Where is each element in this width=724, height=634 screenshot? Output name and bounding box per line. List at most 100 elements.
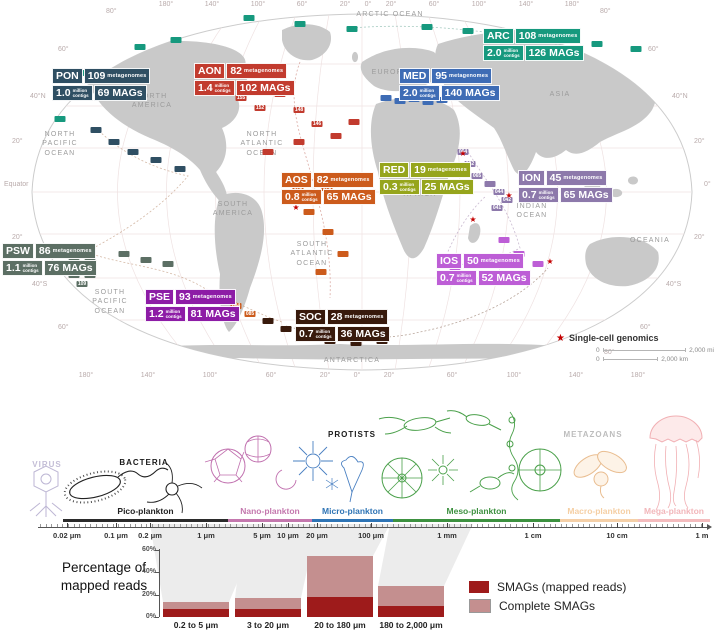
region-metagenomes: 45 metagenomes [545,170,607,186]
station-marker [162,261,174,267]
station-marker [484,181,496,187]
region-box-psw: PSW 86 metagenomes 1.1 million contigs 76 MAGs [2,243,97,277]
size-axis-minor-tick [73,524,75,527]
size-axis-minor-tick [297,524,299,527]
size-axis-minor-tick [611,524,613,527]
plankton-band [638,519,710,522]
smags-legend-label: SMAGs (mapped reads) [497,580,627,594]
size-axis-minor-tick [51,524,53,527]
region-metagenomes: 82 metagenomes [312,172,374,188]
size-axis-minor-tick [146,524,148,527]
station-marker [243,15,255,21]
station-marker [54,116,66,122]
size-tick-label: 0.1 μm [104,531,128,540]
size-axis-minor-tick [426,524,428,527]
station-marker [174,166,186,172]
size-axis-minor-tick [208,524,209,527]
region-mags: 65 MAGs [559,187,613,203]
region-box-ios: IOS 50 metagenomes 0.7 million contigs 52 MAGs [436,253,531,287]
region-mags: 140 MAGs [440,85,500,101]
lon-label: 100° [506,372,522,379]
station-marker [330,133,342,139]
size-axis-minor-tick [684,524,685,527]
plankton-band-label: Pico-plankton [117,506,174,516]
lat-label: 80° [604,349,615,356]
map-place-label: INDIAN OCEAN [516,203,548,220]
size-axis-major-tick [67,523,68,528]
virus-icon [29,465,63,517]
size-axis-minor-tick [112,524,114,527]
size-axis-minor-tick [292,524,293,527]
lon-label: 180° [630,372,646,379]
lon-label: 60° [265,372,277,379]
map-place-label: ANTARCTICA [323,357,381,364]
size-axis-minor-tick [476,524,478,527]
region-mags: 69 MAGs [93,85,147,101]
station-marker [140,257,152,263]
region-mags: 36 MAGs [336,326,390,342]
chart-legend: SMAGs (mapped reads) Complete SMAGs [469,580,626,618]
region-box-aon: AON 82 metagenomes 1.4 million contigs 102 MAG… [194,63,295,97]
station-marker [303,209,315,215]
lat-label: 80° [600,8,611,15]
region-box-med: MED 95 metagenomes 2.0 million contigs 140 MAG… [399,68,500,102]
region-contigs: 0.3 million contigs [379,179,420,195]
lon-label: 20° [383,372,395,379]
station-marker: 071 [321,185,333,191]
map-place-label: EUROPE [371,69,409,76]
map-place-label: ASIA [549,91,571,98]
size-axis-minor-tick [185,524,187,527]
station-marker: 146 [311,121,323,127]
lon-label: 60° [296,1,308,8]
size-axis-minor-tick [107,524,109,527]
size-axis-minor-tick [510,524,512,527]
bar-category-label: 0.2 to 5 μm [173,620,219,630]
station-marker [591,41,603,47]
size-axis-minor-tick [628,524,629,527]
smags-bar [378,605,444,617]
scale-line-km [602,357,659,361]
size-axis-minor-tick [320,524,321,527]
green-protist-icons [378,410,562,501]
size-axis-major-tick [447,523,448,528]
size-tick-label: 10 μm [277,531,299,540]
size-axis-minor-tick [544,524,545,527]
plankton-band [63,519,228,522]
size-axis-minor-tick [348,524,349,527]
lon-label: 180° [158,1,174,8]
region-metagenomes: 93 metagenomes [175,289,236,305]
lat-label: 60° [648,46,659,53]
size-axis-minor-tick [202,524,204,527]
region-code: ARC [483,28,514,44]
size-axis-minor-tick [264,524,265,527]
chart-y-tick-label: 0% [145,613,156,620]
size-axis-minor-tick [700,524,702,527]
size-tick-label: 5 μm [253,531,271,540]
plankton-band [560,519,638,522]
lon-label: 0° [353,372,361,379]
size-axis-minor-tick [353,524,355,527]
bar-category-label: 180 to 2,000 μm [379,620,443,630]
size-tick-label: 0.2 μm [138,531,162,540]
region-contigs: 0.7 million contigs [436,270,477,286]
region-mags: 65 MAGs [322,189,376,205]
map-place-label: OCEANIA [630,237,670,244]
station-marker [150,157,162,163]
chart-y-tick-label: 20% [141,590,156,598]
station-marker [630,46,642,52]
station-marker [315,269,327,275]
size-axis-minor-tick [538,524,540,527]
plankton-band [312,519,393,522]
plankton-band-label: Macro-plankton [567,506,631,516]
size-axis-minor-tick [370,524,372,527]
map-place-label: NORTH PACIFIC OCEAN [42,131,78,157]
region-code: RED [379,162,410,178]
region-metagenomes: 108 metagenomes [514,28,582,44]
size-axis-minor-tick [516,524,517,527]
station-marker [118,251,130,257]
lon-label: 20° [385,1,397,8]
size-axis-minor-tick [45,524,47,527]
station-marker [346,26,358,32]
size-axis-minor-tick [84,524,86,527]
lon-label: 140° [518,1,534,8]
